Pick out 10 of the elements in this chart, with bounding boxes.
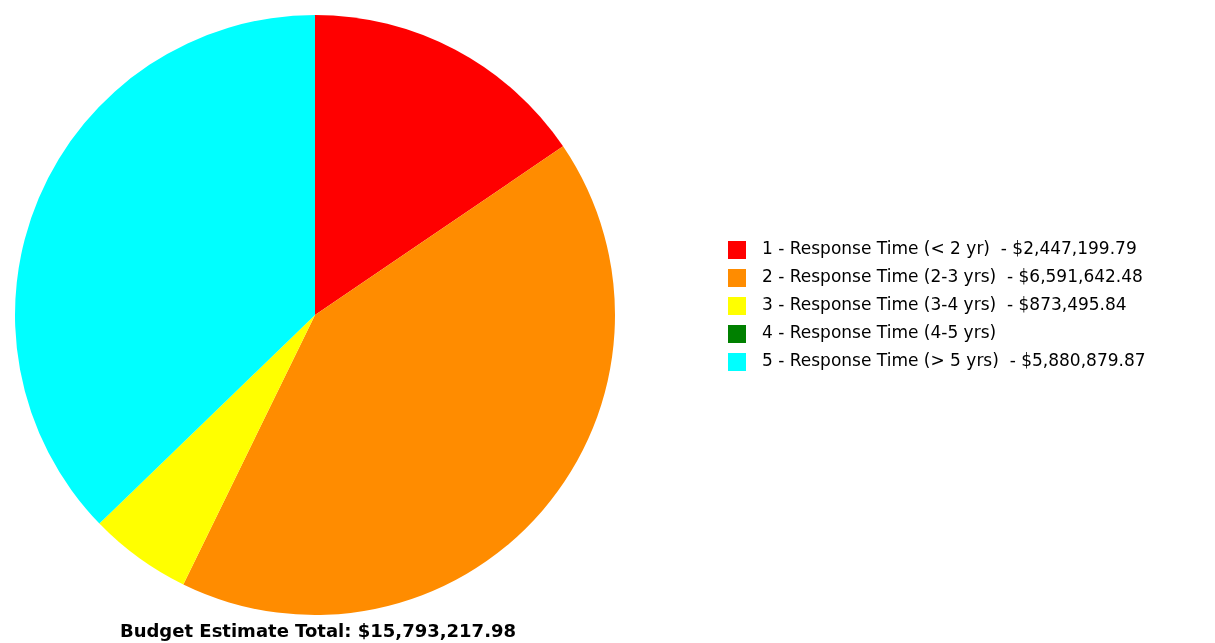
pie-slice (183, 146, 615, 615)
text: Budget Estimate Total: $15,793,217.98 (118, 620, 518, 641)
legend-label: 2 - Response Time (2-3 yrs) - $6,591,642.48 (762, 266, 1143, 286)
pie-slice (15, 15, 315, 524)
legend-label: 3 - Response Time (3-4 yrs) - $873,495.84 (762, 294, 1127, 314)
pie-slice (99, 315, 315, 585)
legend-label: 4 - Response Time (4-5 yrs) (762, 322, 997, 342)
legend-label: 5 - Response Time (> 5 yrs) - $5,880,879.87 (762, 350, 1146, 370)
legend-label: 1 - Response Time (< 2 yr) - $2,447,199.79 (762, 238, 1137, 258)
pie-slice (315, 15, 564, 315)
